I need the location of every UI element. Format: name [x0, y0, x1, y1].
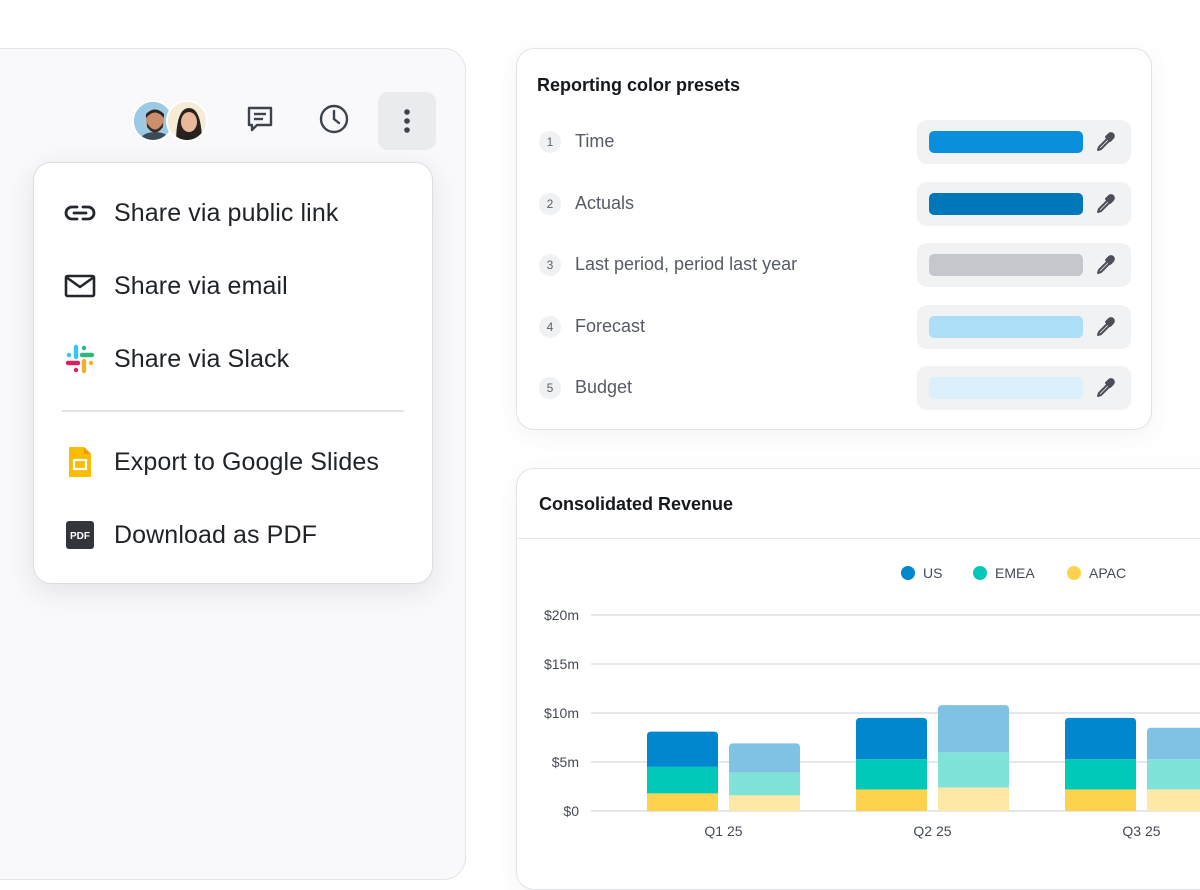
- bar-segment-emea: [856, 759, 927, 790]
- bar-segment-apac: [1065, 789, 1136, 811]
- color-swatch[interactable]: [929, 377, 1083, 399]
- bar-segment-apac: [647, 793, 718, 811]
- menu-item-label: Share via Slack: [114, 344, 290, 373]
- revenue-title: Consolidated Revenue: [539, 494, 734, 514]
- card-divider: [517, 538, 1200, 539]
- bar-segment-emea: [1147, 759, 1200, 790]
- preset-number: 3: [539, 254, 561, 276]
- preset-name: Last period, period last year: [575, 254, 798, 274]
- x-tick-label: Q2 25: [913, 823, 951, 839]
- color-swatch[interactable]: [929, 192, 1083, 215]
- y-tick-label: $15m: [544, 656, 579, 672]
- y-tick-label: $0: [563, 803, 579, 819]
- bar-segment-emea: [938, 752, 1009, 788]
- menu-item-label: Share via public link: [114, 198, 339, 227]
- svg-text:PDF: PDF: [70, 531, 90, 542]
- bar-segment-us: [729, 743, 800, 773]
- menu-item-public-link[interactable]: Share via public link: [34, 185, 432, 241]
- bar-segment-emea: [729, 772, 800, 796]
- color-presets-card: Reporting color presets 1 Time 2 Actuals 3 La…: [516, 48, 1152, 430]
- presets-title: Reporting color presets: [537, 75, 741, 95]
- eyedropper-icon[interactable]: [1093, 376, 1117, 400]
- menu-item-slack[interactable]: Share via Slack: [34, 331, 432, 387]
- color-swatch[interactable]: [929, 254, 1083, 276]
- bar-segment-us: [938, 705, 1009, 753]
- preset-row: 3 Last period, period last year: [517, 243, 1151, 287]
- eyedropper-icon[interactable]: [1093, 192, 1117, 216]
- x-tick-label: Q3 25: [1122, 823, 1160, 839]
- bar-segment-us: [1147, 727, 1200, 760]
- bar-segment-apac: [1147, 789, 1200, 811]
- color-picker[interactable]: [917, 181, 1131, 226]
- history-icon[interactable]: [317, 102, 351, 136]
- preset-name: Actuals: [575, 192, 635, 213]
- more-vertical-icon: [404, 109, 410, 133]
- bar-segment-emea: [1065, 759, 1136, 790]
- preset-name: Budget: [575, 377, 633, 397]
- bar-segment-emea: [647, 766, 718, 794]
- link-icon: [64, 197, 96, 229]
- avatar-woman-image: [168, 102, 206, 140]
- y-tick-label: $10m: [544, 705, 579, 721]
- share-menu: Share via public link Share via email Sh…: [33, 162, 433, 584]
- bar-segment-apac: [729, 795, 800, 811]
- legend-label: US: [923, 565, 943, 581]
- collaborator-avatar-woman[interactable]: [166, 100, 208, 142]
- google-slides-icon: [64, 446, 96, 478]
- color-swatch[interactable]: [929, 131, 1083, 153]
- y-tick-label: $20m: [544, 607, 579, 623]
- eyedropper-icon[interactable]: [1093, 130, 1117, 154]
- preset-name: Forecast: [575, 315, 646, 336]
- menu-item-label: Share via email: [114, 271, 288, 300]
- bar-segment-us: [856, 717, 927, 760]
- preset-row: 5 Budget: [517, 366, 1151, 410]
- color-picker[interactable]: [917, 304, 1131, 349]
- legend-item[interactable]: EMEA: [973, 565, 1035, 581]
- slack-icon: [64, 343, 96, 375]
- menu-item-label: Export to Google Slides: [114, 447, 379, 476]
- revenue-chart: $0 $5m $10m $15m $20m Q1 25 Q2 25 Q3 25: [544, 607, 1200, 839]
- bar-segment-us: [1065, 717, 1136, 760]
- preset-row: 2 Actuals: [517, 181, 1151, 226]
- comment-icon[interactable]: [243, 102, 277, 136]
- revenue-chart-card: Consolidated Revenue US EMEA APAC $0 $5m $10…: [516, 468, 1200, 890]
- legend-label: APAC: [1089, 565, 1127, 581]
- legend-item[interactable]: APAC: [1067, 565, 1126, 581]
- bar-segment-apac: [856, 789, 927, 811]
- eyedropper-icon[interactable]: [1093, 315, 1117, 339]
- bar-segment-us: [647, 731, 718, 767]
- menu-item-download-pdf[interactable]: PDF Download as PDF: [34, 507, 432, 563]
- color-picker[interactable]: [917, 243, 1131, 287]
- preset-number: 1: [539, 131, 561, 153]
- menu-item-google-slides[interactable]: Export to Google Slides: [34, 434, 432, 490]
- more-options-button[interactable]: [378, 92, 436, 150]
- bar-segment-apac: [938, 787, 1009, 811]
- y-tick-label: $5m: [552, 754, 579, 770]
- legend-dot: [1067, 566, 1081, 580]
- color-swatch[interactable]: [929, 315, 1083, 338]
- color-picker[interactable]: [917, 366, 1131, 410]
- menu-item-label: Download as PDF: [114, 520, 317, 549]
- legend-dot: [973, 566, 987, 580]
- menu-item-email[interactable]: Share via email: [34, 258, 432, 314]
- legend-item[interactable]: US: [901, 565, 942, 581]
- collaborator-avatar-man[interactable]: [132, 100, 174, 142]
- color-picker[interactable]: [917, 120, 1131, 164]
- preset-name: Time: [575, 131, 615, 151]
- preset-number: 5: [539, 377, 561, 399]
- preset-row: 1 Time: [517, 120, 1151, 164]
- menu-divider: [62, 410, 404, 412]
- legend-label: EMEA: [995, 565, 1035, 581]
- eyedropper-icon[interactable]: [1093, 253, 1117, 277]
- pdf-icon: PDF: [64, 519, 96, 551]
- preset-number: 4: [539, 315, 561, 338]
- legend-dot: [901, 566, 915, 580]
- preset-number: 2: [539, 192, 561, 215]
- mail-icon: [64, 270, 96, 302]
- x-tick-label: Q1 25: [704, 823, 742, 839]
- preset-row: 4 Forecast: [517, 304, 1151, 349]
